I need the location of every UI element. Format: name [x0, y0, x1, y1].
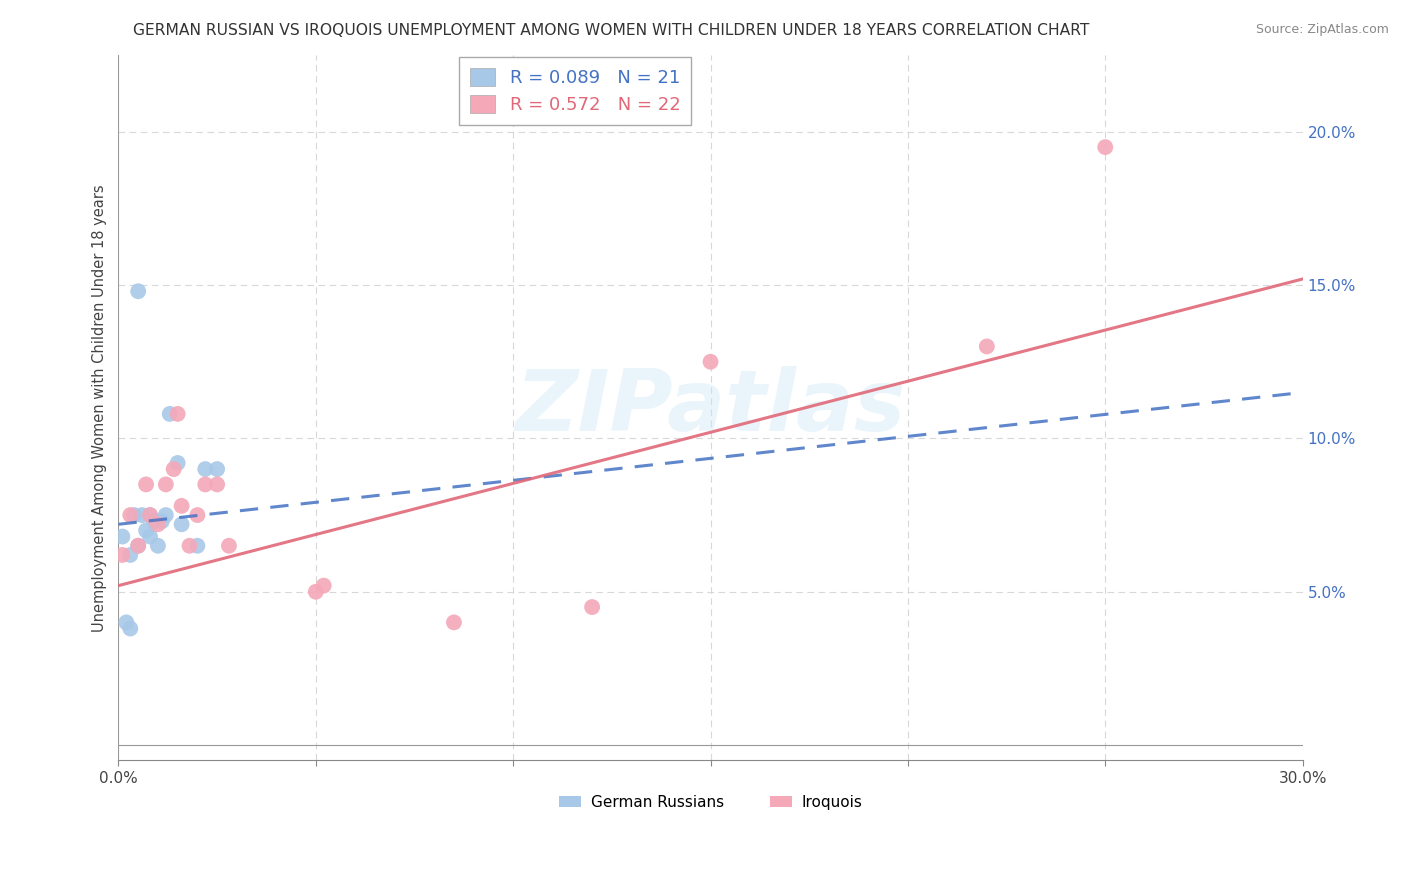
Point: [186, 539, 208, 553]
Point: [194, 477, 217, 491]
Point: [143, 514, 166, 528]
Point: [976, 339, 998, 353]
Y-axis label: Unemployment Among Women with Children Under 18 years: Unemployment Among Women with Children U…: [93, 184, 107, 632]
Point: [155, 508, 177, 522]
Point: [122, 508, 145, 522]
Point: [127, 539, 149, 553]
Point: [111, 530, 134, 544]
Point: [139, 508, 162, 522]
Point: [127, 539, 149, 553]
Point: [166, 456, 188, 470]
Point: [170, 517, 193, 532]
Point: [120, 622, 142, 636]
Point: [146, 539, 169, 553]
Point: [166, 407, 188, 421]
Point: [170, 499, 193, 513]
Point: [1094, 140, 1116, 154]
Point: [159, 407, 181, 421]
Point: [443, 615, 465, 630]
Point: [146, 517, 169, 532]
Point: [312, 579, 335, 593]
Point: [194, 462, 217, 476]
Legend: German Russians, Iroquois: German Russians, Iroquois: [553, 789, 869, 816]
Point: [205, 462, 228, 476]
Point: [139, 508, 162, 522]
Point: [305, 584, 328, 599]
Text: Source: ZipAtlas.com: Source: ZipAtlas.com: [1256, 23, 1389, 37]
Point: [115, 615, 138, 630]
Point: [186, 508, 208, 522]
Point: [120, 548, 142, 562]
Point: [699, 355, 721, 369]
Point: [163, 462, 186, 476]
Point: [120, 508, 142, 522]
Point: [139, 530, 162, 544]
Point: [111, 548, 134, 562]
Point: [135, 477, 157, 491]
Point: [155, 477, 177, 491]
Point: [179, 539, 201, 553]
Point: [131, 508, 153, 522]
Text: ZIPatlas: ZIPatlas: [516, 367, 905, 450]
Text: GERMAN RUSSIAN VS IROQUOIS UNEMPLOYMENT AMONG WOMEN WITH CHILDREN UNDER 18 YEARS: GERMAN RUSSIAN VS IROQUOIS UNEMPLOYMENT …: [134, 23, 1090, 38]
Point: [150, 514, 173, 528]
Point: [218, 539, 240, 553]
Point: [135, 524, 157, 538]
Point: [127, 285, 149, 299]
Point: [205, 477, 228, 491]
Point: [581, 600, 603, 615]
